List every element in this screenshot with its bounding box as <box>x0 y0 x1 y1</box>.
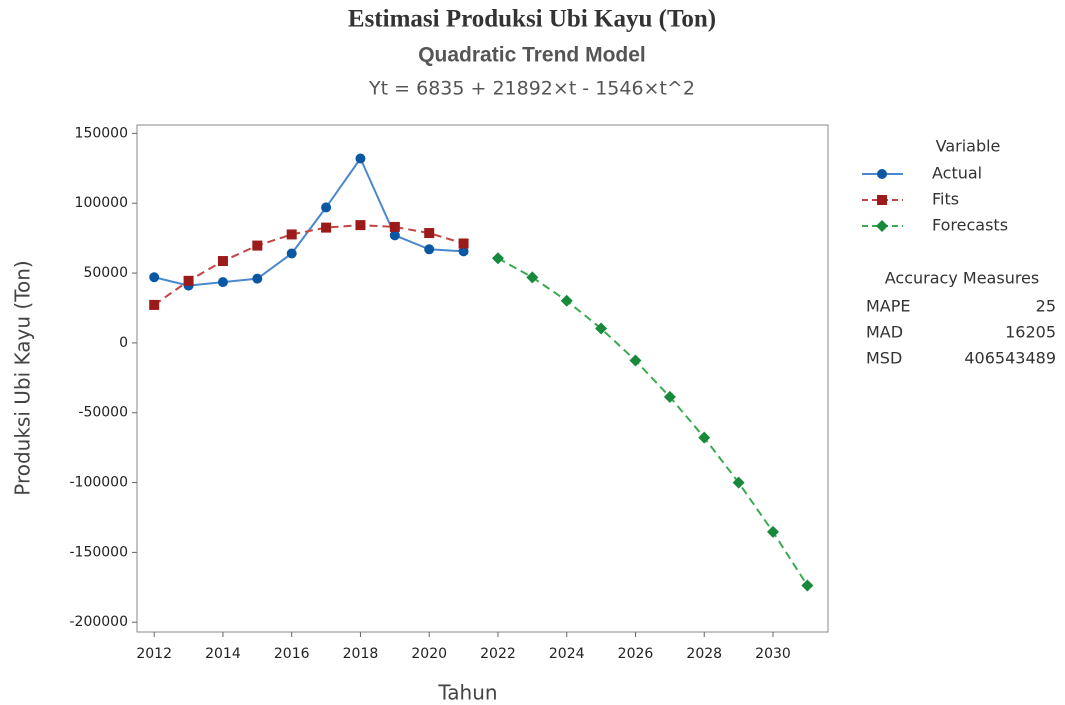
x-tick-label: 2018 <box>343 646 379 662</box>
legend-label: Forecasts <box>932 216 1008 235</box>
accuracy-value: 406543489 <box>964 349 1056 368</box>
series-line <box>153 156 464 287</box>
x-tick-label: 2026 <box>618 646 654 662</box>
data-point <box>663 390 676 403</box>
y-tick-label: 100000 <box>75 195 128 211</box>
y-tick-label: 150000 <box>75 125 128 141</box>
x-tick-label: 2020 <box>411 646 447 662</box>
data-point <box>389 221 400 232</box>
x-tick-label: 2012 <box>136 646 172 662</box>
data-point <box>458 238 469 249</box>
accuracy-value: 16205 <box>1005 323 1056 342</box>
data-point <box>698 431 711 444</box>
accuracy-label: MAD <box>866 323 903 342</box>
data-point <box>424 228 435 239</box>
data-point <box>732 476 745 489</box>
data-point <box>149 272 160 283</box>
data-point <box>252 240 263 251</box>
x-tick-label: 2024 <box>549 646 585 662</box>
data-point <box>355 220 366 231</box>
data-point <box>321 222 332 233</box>
accuracy-value: 25 <box>1036 297 1056 316</box>
data-point <box>252 273 263 284</box>
data-point <box>560 294 573 307</box>
y-tick-label: 50000 <box>83 265 128 281</box>
legend-marker <box>876 220 888 232</box>
data-point <box>183 275 194 286</box>
data-point <box>629 354 642 367</box>
y-tick-label: -100000 <box>70 475 129 491</box>
data-point <box>286 229 297 240</box>
legend-marker <box>877 169 887 179</box>
chart-subtitle: Quadratic Trend Model <box>418 44 646 67</box>
x-tick-label: 2016 <box>274 646 310 662</box>
y-tick-label: -50000 <box>78 405 128 421</box>
series-line <box>153 224 464 306</box>
data-point <box>424 244 435 255</box>
data-point <box>286 248 297 259</box>
y-axis-label: Produksi Ubi Kayu (Ton) <box>11 260 35 496</box>
data-point <box>766 525 779 538</box>
chart-title: Estimasi Produksi Ubi Kayu (Ton) <box>348 6 716 33</box>
y-tick-label: -200000 <box>70 614 129 630</box>
data-point <box>355 153 366 164</box>
x-tick-label: 2014 <box>205 646 241 662</box>
legend-label: Fits <box>932 190 959 209</box>
data-point <box>321 202 332 213</box>
plot-frame <box>136 124 829 633</box>
x-tick-label: 2030 <box>755 646 791 662</box>
accuracy-title: Accuracy Measures <box>885 269 1039 288</box>
legend-label: Actual <box>932 164 982 183</box>
data-point <box>801 579 814 592</box>
y-tick-label: -150000 <box>70 544 129 560</box>
data-point <box>526 271 539 284</box>
y-tick-label: 0 <box>119 335 128 351</box>
x-axis-label: Tahun <box>437 681 497 705</box>
legend-marker <box>877 195 887 205</box>
x-tick-label: 2022 <box>480 646 516 662</box>
data-point <box>389 230 400 241</box>
data-point <box>217 277 228 288</box>
data-point <box>217 256 228 267</box>
equation: Yt = 6835 + 21892×t - 1546×t^2 <box>368 78 695 100</box>
data-point <box>491 252 504 265</box>
data-point <box>149 299 160 310</box>
data-point <box>595 322 608 335</box>
x-tick-label: 2028 <box>686 646 722 662</box>
accuracy-label: MSD <box>866 349 902 368</box>
series-line <box>497 257 809 587</box>
data-point <box>458 246 469 257</box>
legend-title: Variable <box>936 137 1001 156</box>
accuracy-label: MAPE <box>866 297 911 316</box>
